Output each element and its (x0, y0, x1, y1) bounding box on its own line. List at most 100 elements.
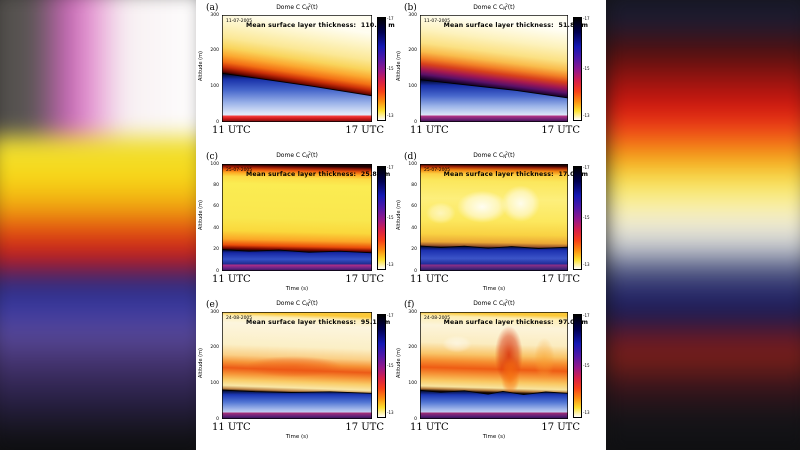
title-sub: N (306, 154, 310, 159)
title-sup: 2 (505, 3, 508, 8)
title-prefix: Dome C C (276, 4, 307, 11)
panel-annotation-e: Mean surface layer thickness: 95.15 m (246, 319, 391, 326)
y-tick-f-200: 200 (408, 345, 417, 351)
panel-date-f: 24-08-2005 (424, 316, 451, 321)
x-tick-right-c: 17 UTC (345, 274, 384, 285)
plot-area-d (420, 164, 568, 271)
plot-area-a (222, 15, 372, 122)
title-prefix: Dome C C (276, 152, 307, 159)
title-sup: 2 (308, 151, 311, 156)
x-axis-label-d: Time (s) (482, 286, 506, 292)
colorbar-tick-f-1: -15 (583, 362, 590, 368)
panel-title-c: Dome C CN2(t) (222, 151, 372, 159)
heatmap-f (420, 312, 568, 419)
y-tick-c-100: 100 (210, 161, 219, 167)
title-sup: 2 (308, 299, 311, 304)
y-tick-a-300: 300 (210, 12, 219, 18)
dome-c-figure: (a) Dome C CN2(t) 11-07-2005 Mean surface l… (196, 0, 606, 450)
title-suffix: (t) (310, 4, 318, 11)
y-tick-c-60: 60 (213, 204, 219, 210)
y-tick-d-100: 100 (408, 161, 417, 167)
y-tick-d-80: 80 (411, 182, 417, 188)
y-tick-c-80: 80 (213, 182, 219, 188)
y-tick-b-300: 300 (408, 12, 417, 18)
y-tick-b-0: 0 (414, 119, 417, 125)
panel-annotation-f: Mean surface layer thickness: 97.09 m (443, 319, 589, 326)
x-tick-left-e: 11 UTC (212, 422, 251, 433)
colorbar-tick-c-2: -13 (387, 262, 394, 267)
panel-date-e: 24-08-2005 (226, 316, 253, 321)
heatmap-a (222, 15, 372, 122)
x-axis-label-f: Time (s) (482, 434, 506, 440)
panel-annotation-c: Mean surface layer thickness: 25.84 m (246, 171, 391, 178)
plot-area-f (420, 312, 568, 419)
x-tick-left-b: 11 UTC (410, 125, 449, 136)
heatmap-b (420, 15, 568, 122)
y-tick-e-100: 100 (210, 380, 219, 386)
colorbar-f (573, 314, 582, 418)
letterbox-blur-right (604, 0, 800, 450)
x-tick-left-f: 11 UTC (410, 422, 449, 433)
y-tick-c-20: 20 (213, 247, 219, 253)
title-sub: N (503, 154, 507, 159)
y-axis-label-e: Altitude (m) (198, 347, 204, 378)
colorbar-tick-b-1: -15 (583, 65, 590, 71)
x-axis-label-c: Time (s) (285, 286, 309, 292)
y-tick-d-60: 60 (411, 204, 417, 210)
x-tick-right-f: 17 UTC (541, 422, 580, 433)
y-tick-f-100: 100 (408, 380, 417, 386)
x-tick-left-d: 11 UTC (410, 274, 449, 285)
panel-annotation-b: Mean surface layer thickness: 51.89 m (443, 22, 589, 29)
colorbar-tick-f-0: -17 (583, 313, 590, 318)
title-sub: N (306, 6, 310, 11)
colorbar-tick-c-1: -15 (387, 214, 394, 220)
y-tick-d-0: 0 (414, 268, 417, 274)
x-tick-left-c: 11 UTC (212, 274, 251, 285)
title-sub: N (503, 6, 507, 11)
y-tick-a-0: 0 (216, 119, 219, 125)
x-axis-label-e: Time (s) (285, 434, 309, 440)
y-axis-label-f: Altitude (m) (396, 347, 402, 378)
title-prefix: Dome C C (276, 300, 307, 307)
colorbar-tick-c-0: -17 (387, 165, 394, 170)
title-prefix: Dome C C (473, 300, 504, 307)
x-tick-right-b: 17 UTC (541, 125, 580, 136)
panel-annotation-d: Mean surface layer thickness: 17.00 m (443, 171, 589, 178)
colorbar-tick-d-1: -15 (583, 214, 590, 220)
panel-title-d: Dome C CN2(t) (420, 151, 568, 159)
panel-title-a: Dome C CN2(t) (222, 3, 372, 11)
heatmap-e (222, 312, 372, 419)
panel-title-e: Dome C CN2(t) (222, 299, 372, 307)
title-prefix: Dome C C (473, 4, 504, 11)
panel-date-a: 11-07-2005 (226, 19, 253, 24)
title-prefix: Dome C C (473, 152, 504, 159)
colorbar-tick-e-0: -17 (387, 313, 394, 318)
letterbox-blur-left (0, 0, 208, 450)
title-suffix: (t) (310, 300, 318, 307)
colorbar-tick-a-0: -17 (387, 16, 394, 21)
panel-title-f: Dome C CN2(t) (420, 299, 568, 307)
title-sup: 2 (308, 3, 311, 8)
colorbar-tick-f-2: -13 (583, 410, 590, 415)
title-sup: 2 (505, 299, 508, 304)
panel-letter-c: (c) (206, 152, 219, 162)
y-tick-f-0: 0 (414, 416, 417, 422)
panel-letter-b: (b) (404, 3, 417, 13)
y-tick-d-40: 40 (411, 225, 417, 231)
y-tick-d-20: 20 (411, 247, 417, 253)
heatmap-c (222, 164, 372, 271)
colorbar-tick-b-2: -13 (583, 113, 590, 118)
colorbar-e (377, 314, 386, 418)
title-sub: N (503, 302, 507, 307)
y-tick-b-100: 100 (408, 83, 417, 89)
colorbar-tick-d-0: -17 (583, 165, 590, 170)
y-tick-b-200: 200 (408, 48, 417, 54)
y-tick-e-300: 300 (210, 309, 219, 315)
panel-letter-a: (a) (206, 3, 219, 13)
y-tick-a-200: 200 (210, 48, 219, 54)
y-tick-e-0: 0 (216, 416, 219, 422)
panel-letter-e: (e) (206, 300, 219, 310)
x-tick-right-e: 17 UTC (345, 422, 384, 433)
colorbar-tick-d-2: -13 (583, 262, 590, 267)
